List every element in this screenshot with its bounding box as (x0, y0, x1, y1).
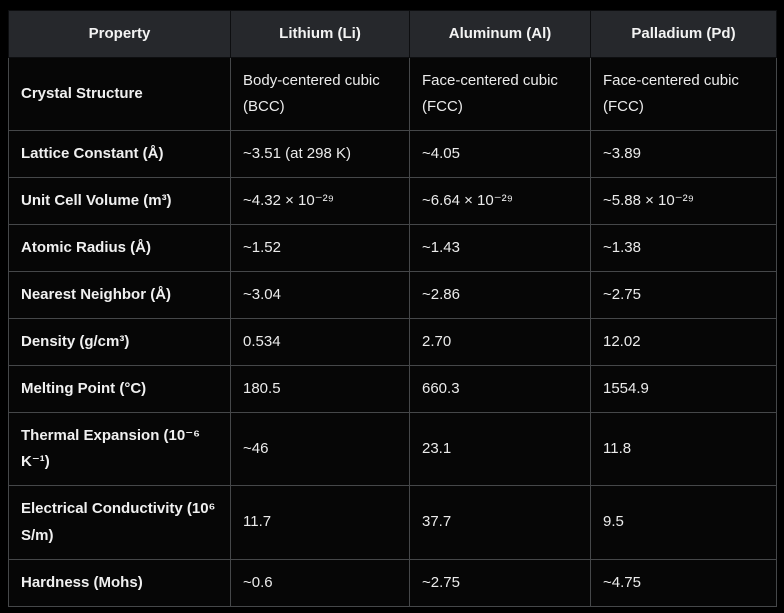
table-row-melting-point: Melting Point (°C) 180.5 660.3 1554.9 (8, 365, 777, 414)
value-cell-palladium: ~1.38 (590, 223, 777, 272)
value-cell-lithium: 0.534 (230, 318, 410, 367)
property-label: Atomic Radius (Å) (8, 223, 231, 272)
table-row-hardness: Hardness (Mohs) ~0.6 ~2.75 ~4.75 (8, 558, 777, 607)
value-cell-aluminum: ~2.75 (409, 558, 591, 607)
table-row-atomic-radius: Atomic Radius (Å) ~1.52 ~1.43 ~1.38 (8, 223, 777, 272)
property-label: Unit Cell Volume (m³) (8, 176, 231, 225)
value-cell-aluminum: Face-centered cubic (FCC) (409, 56, 591, 131)
header-row: Property Lithium (Li) Aluminum (Al) Pall… (8, 10, 777, 58)
value-cell-lithium: ~3.51 (at 298 K) (230, 129, 410, 178)
value-cell-aluminum: 660.3 (409, 365, 591, 414)
property-label: Lattice Constant (Å) (8, 129, 231, 178)
column-header-palladium: Palladium (Pd) (590, 10, 777, 58)
table-row-nearest-neighbor: Nearest Neighbor (Å) ~3.04 ~2.86 ~2.75 (8, 270, 777, 320)
table-row-density: Density (g/cm³) 0.534 2.70 12.02 (8, 318, 777, 367)
value-cell-palladium: 11.8 (590, 412, 777, 487)
value-cell-palladium: 1554.9 (590, 365, 777, 414)
table-row-crystal-structure: Crystal Structure Body-centered cubic (B… (8, 56, 777, 131)
value-cell-palladium: 12.02 (590, 318, 777, 367)
value-cell-palladium: ~2.75 (590, 270, 777, 320)
table-row-lattice-constant: Lattice Constant (Å) ~3.51 (at 298 K) ~4… (8, 129, 777, 178)
value-cell-aluminum: 23.1 (409, 412, 591, 487)
value-cell-lithium: ~1.52 (230, 223, 410, 272)
property-label: Hardness (Mohs) (8, 558, 231, 607)
value-cell-lithium: 11.7 (230, 485, 410, 560)
table-row-unit-cell-volume: Unit Cell Volume (m³) ~4.32 × 10⁻²⁹ ~6.6… (8, 176, 777, 225)
table-row-electrical-conductivity: Electrical Conductivity (10⁶ S/m) 11.7 3… (8, 485, 777, 560)
value-cell-aluminum: 2.70 (409, 318, 591, 367)
column-header-lithium: Lithium (Li) (230, 10, 410, 58)
column-header-aluminum: Aluminum (Al) (409, 10, 591, 58)
value-cell-palladium: ~4.75 (590, 558, 777, 607)
value-cell-palladium: 9.5 (590, 485, 777, 560)
property-label: Crystal Structure (8, 56, 231, 131)
value-cell-lithium: Body-centered cubic (BCC) (230, 56, 410, 131)
property-label: Density (g/cm³) (8, 318, 231, 367)
column-header-property: Property (8, 10, 231, 58)
value-cell-lithium: ~0.6 (230, 558, 410, 607)
value-cell-aluminum: ~1.43 (409, 223, 591, 272)
value-cell-palladium: ~3.89 (590, 129, 777, 178)
table-row-thermal-expansion: Thermal Expansion (10⁻⁶ K⁻¹) ~46 23.1 11… (8, 412, 777, 487)
value-cell-palladium: Face-centered cubic (FCC) (590, 56, 777, 131)
value-cell-aluminum: ~4.05 (409, 129, 591, 178)
value-cell-lithium: 180.5 (230, 365, 410, 414)
value-cell-lithium: ~46 (230, 412, 410, 487)
value-cell-aluminum: 37.7 (409, 485, 591, 560)
value-cell-lithium: ~3.04 (230, 270, 410, 320)
property-label: Melting Point (°C) (8, 365, 231, 414)
value-cell-aluminum: ~6.64 × 10⁻²⁹ (409, 176, 591, 225)
material-properties-table: Property Lithium (Li) Aluminum (Al) Pall… (8, 10, 777, 607)
value-cell-lithium: ~4.32 × 10⁻²⁹ (230, 176, 410, 225)
property-label: Thermal Expansion (10⁻⁶ K⁻¹) (8, 412, 231, 487)
property-label: Nearest Neighbor (Å) (8, 270, 231, 320)
property-label: Electrical Conductivity (10⁶ S/m) (8, 485, 231, 560)
value-cell-palladium: ~5.88 × 10⁻²⁹ (590, 176, 777, 225)
value-cell-aluminum: ~2.86 (409, 270, 591, 320)
